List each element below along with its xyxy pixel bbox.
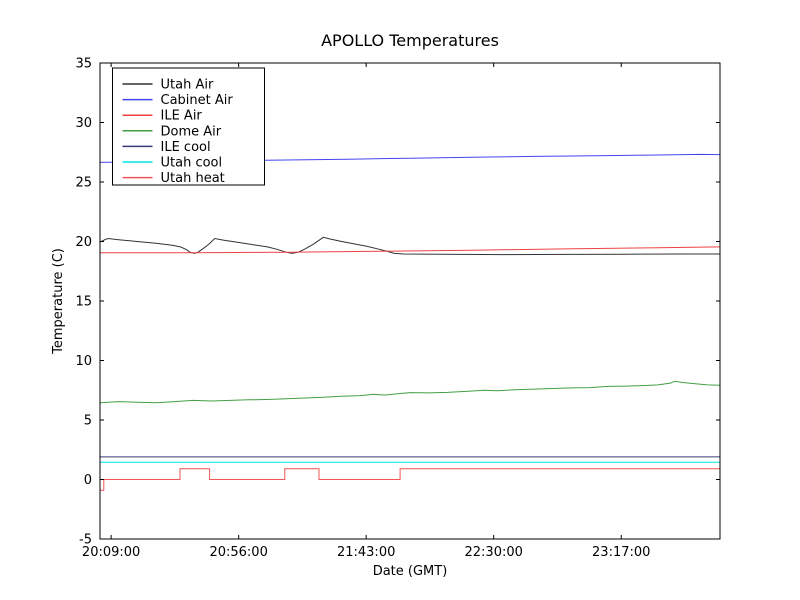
legend-label: Utah cool xyxy=(161,156,223,171)
plot-axes: 35 30 25 20 15 10 5 0 -520:09:00 20:56:00 21:43:00… xyxy=(75,57,721,560)
plot-series xyxy=(99,153,721,491)
legend-label: Cabinet Air xyxy=(161,93,234,108)
y-tick-label: -5 xyxy=(79,533,92,548)
series-line-ile-air xyxy=(100,246,721,254)
legend-label: Dome Air xyxy=(161,124,222,139)
series-line-utah-heat xyxy=(100,468,720,491)
x-tick-label: 20:09:00 xyxy=(82,545,140,560)
legend-label: Utah Air xyxy=(161,78,214,93)
y-tick-label: 15 xyxy=(75,295,92,310)
x-tick-label: 23:17:00 xyxy=(592,545,650,560)
series-line-dome-air xyxy=(99,380,721,404)
x-axis-label: Date (GMT) xyxy=(373,564,448,579)
chart-title: APOLLO Temperatures xyxy=(321,31,499,50)
y-tick-label: 10 xyxy=(75,354,92,369)
legend-label: Utah heat xyxy=(161,171,225,186)
y-tick-label: 5 xyxy=(84,414,92,429)
legend-box xyxy=(112,67,265,186)
y-tick-label: 30 xyxy=(75,116,92,131)
y-tick-label: 20 xyxy=(75,235,92,250)
legend-label: ILE cool xyxy=(161,140,211,155)
y-tick-label: 0 xyxy=(84,473,92,488)
y-tick-label: 25 xyxy=(75,176,92,191)
series-line-utah-air xyxy=(99,236,720,256)
x-tick-label: 22:30:00 xyxy=(465,545,523,560)
x-tick-label: 21:43:00 xyxy=(337,545,395,560)
y-axis-label: Temperature (C) xyxy=(51,248,66,355)
x-tick-label: 20:56:00 xyxy=(209,545,267,560)
legend-label: ILE Air xyxy=(161,109,203,124)
y-tick-label: 35 xyxy=(75,57,92,72)
